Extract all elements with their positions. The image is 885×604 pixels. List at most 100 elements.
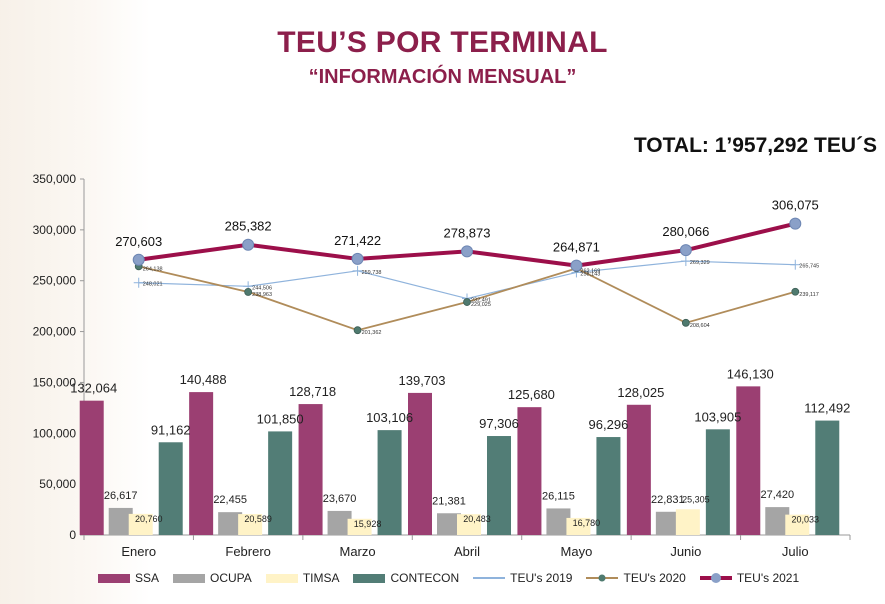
page-title: TEU’S POR TERMINAL [277, 26, 608, 59]
legend-label: CONTECON [390, 571, 460, 585]
label-teus-2021: 278,873 [444, 225, 491, 240]
bar-timsa [238, 514, 263, 535]
label-teus-2020: 262,169 [580, 268, 600, 274]
legend-swatch [265, 573, 298, 583]
x-tick-label: Abril [454, 544, 480, 559]
bar-label-contecon: 103,905 [694, 409, 741, 424]
bar-label-contecon: 103,106 [366, 410, 413, 425]
label-teus-2021: 306,075 [772, 198, 819, 213]
bar-contecon [705, 429, 730, 535]
marker-teus-2021 [242, 238, 255, 251]
legend-item-ocupa: OCUPA [173, 571, 252, 585]
y-tick-label: 150,000 [33, 375, 77, 389]
y-tick-label: 300,000 [33, 223, 77, 237]
bar-contecon [377, 430, 402, 535]
marker-teus-2020 [681, 318, 690, 327]
label-teus-2019: 269,329 [690, 260, 710, 266]
total-teus: TOTAL: 1’957,292 TEU´S [633, 134, 877, 157]
legend-item-ssa: SSA [98, 571, 159, 585]
bar-label-contecon: 101,850 [257, 411, 304, 426]
label-teus-2021: 271,422 [334, 233, 381, 248]
legend-item-contecon: CONTECON [353, 571, 459, 585]
label-teus-2020: 208,604 [690, 323, 710, 329]
legend-label: TIMSA [302, 571, 340, 585]
bar-timsa [785, 514, 810, 535]
marker-teus-2021 [461, 245, 473, 258]
bar-ocupa [437, 513, 461, 535]
y-tick-label: 50,000 [39, 477, 76, 491]
marker-teus-2021 [570, 259, 583, 272]
chart-legend: SSA OCUPA TIMSA CONTECON TEU's 2019 TEU's 202… [98, 568, 799, 588]
legend-swatch [353, 573, 386, 583]
legend-label: TEU's 2020 [623, 571, 686, 585]
bar-label-ocupa: 26,617 [104, 490, 138, 502]
bar-ssa [736, 386, 761, 535]
bar-contecon [268, 431, 293, 535]
page-subtitle: “INFORMACIÓN MENSUAL” [308, 66, 577, 88]
bar-label-ocupa: 21,381 [432, 495, 466, 507]
legend-label: TEU's 2021 [736, 571, 800, 585]
bar-label-ocupa: 26,115 [542, 490, 575, 502]
x-tick-label: Julio [782, 544, 809, 559]
legend-swatch [586, 572, 619, 584]
bar-contecon [815, 420, 840, 535]
label-teus-2020: 229,025 [471, 302, 491, 308]
bar-ssa [298, 404, 323, 535]
label-teus-2020: 264,138 [143, 266, 163, 272]
bar-label-ssa: 146,130 [727, 366, 774, 381]
bar-label-ocupa: 22,455 [213, 494, 247, 506]
marker-teus-2020 [244, 288, 253, 296]
label-teus-2019: 232,491 [471, 298, 491, 304]
legend-swatch [699, 572, 732, 584]
label-teus-2019: 248,021 [143, 282, 163, 288]
bar-label-ssa: 132,064 [70, 381, 117, 396]
bar-label-ocupa: 27,420 [760, 489, 794, 501]
bar-timsa [457, 514, 481, 535]
label-teus-2019: 265,745 [799, 264, 819, 270]
bar-label-timsa: 20,760 [135, 514, 163, 524]
x-tick-label: Febrero [225, 544, 271, 559]
marker-teus-2021 [132, 253, 145, 266]
bar-label-contecon: 91,162 [151, 422, 191, 437]
legend-label: SSA [135, 571, 160, 585]
bar-ssa [626, 404, 651, 535]
bar-contecon [158, 442, 183, 535]
label-teus-2020: 238,963 [252, 292, 272, 298]
bar-timsa [566, 517, 591, 535]
legend-label: OCUPA [210, 571, 252, 585]
y-tick-label: 0 [69, 528, 76, 542]
bar-label-timsa: 25,305 [682, 494, 710, 504]
label-teus-2020: 201,362 [362, 330, 382, 336]
bar-label-timsa: 20,483 [463, 514, 491, 524]
bar-timsa [347, 518, 372, 535]
label-teus-2021: 280,066 [662, 224, 709, 239]
marker-teus-2020 [463, 298, 471, 306]
marker-teus-2021 [789, 217, 802, 230]
y-tick-label: 350,000 [33, 172, 77, 186]
bar-label-timsa: 20,589 [244, 514, 272, 524]
bar-contecon [487, 436, 511, 535]
bar-label-ssa: 128,025 [617, 385, 664, 400]
legend-swatch [473, 572, 506, 584]
bar-label-ssa: 125,680 [508, 387, 555, 402]
bar-label-ssa: 140,488 [180, 372, 227, 387]
label-teus-2020: 239,117 [799, 292, 818, 298]
y-tick-label: 100,000 [33, 426, 77, 440]
x-tick-label: Mayo [561, 544, 593, 559]
bar-label-contecon: 97,306 [479, 416, 519, 431]
background-pattern [0, 0, 150, 604]
marker-teus-2021 [351, 252, 364, 265]
legend-item-teu-s-2021: TEU's 2021 [699, 571, 800, 585]
bar-ocupa [218, 512, 243, 535]
x-tick-label: Enero [121, 544, 156, 559]
bar-label-timsa: 15,928 [354, 519, 382, 529]
marker-teus-2021 [679, 244, 692, 257]
bar-ssa [517, 407, 542, 535]
label-teus-2021: 264,871 [553, 240, 600, 255]
bar-label-contecon: 96,296 [589, 417, 629, 432]
label-teus-2019: 258,143 [580, 271, 600, 277]
legend-item-teu-s-2019: TEU's 2019 [473, 571, 572, 585]
label-teus-2021: 285,382 [225, 219, 272, 234]
marker-teus-2020 [353, 326, 362, 335]
legend-item-teu-s-2020: TEU's 2020 [586, 571, 686, 585]
